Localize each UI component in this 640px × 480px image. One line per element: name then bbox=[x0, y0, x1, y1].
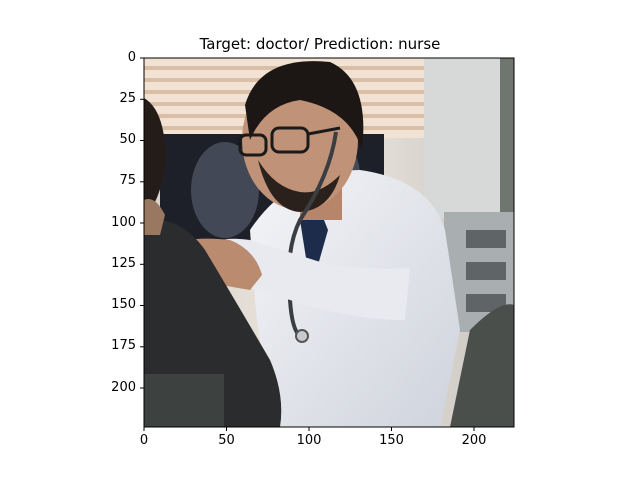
photo-doctor-patient bbox=[144, 58, 514, 427]
x-tick-label: 100 bbox=[296, 433, 322, 448]
y-tick-label: 150 bbox=[111, 297, 136, 312]
y-tick-label: 200 bbox=[111, 380, 136, 395]
x-tick-label: 150 bbox=[379, 433, 404, 448]
y-tick-label: 175 bbox=[111, 338, 136, 353]
plot-title: Target: doctor/ Prediction: nurse bbox=[199, 35, 441, 53]
y-tick-label: 100 bbox=[111, 215, 136, 230]
x-tick-label: 50 bbox=[218, 433, 235, 448]
y-tick-label: 50 bbox=[119, 132, 136, 147]
x-ticks bbox=[143, 427, 475, 431]
x-tick-label: 0 bbox=[139, 433, 149, 448]
y-tick-label: 25 bbox=[119, 91, 136, 106]
y-tick-label: 0 bbox=[127, 50, 136, 65]
y-tick-label: 125 bbox=[111, 256, 136, 271]
y-ticks bbox=[140, 57, 144, 389]
axes-frame bbox=[143, 57, 515, 428]
x-tick-label: 200 bbox=[461, 433, 487, 448]
y-tick-label: 75 bbox=[119, 173, 136, 188]
